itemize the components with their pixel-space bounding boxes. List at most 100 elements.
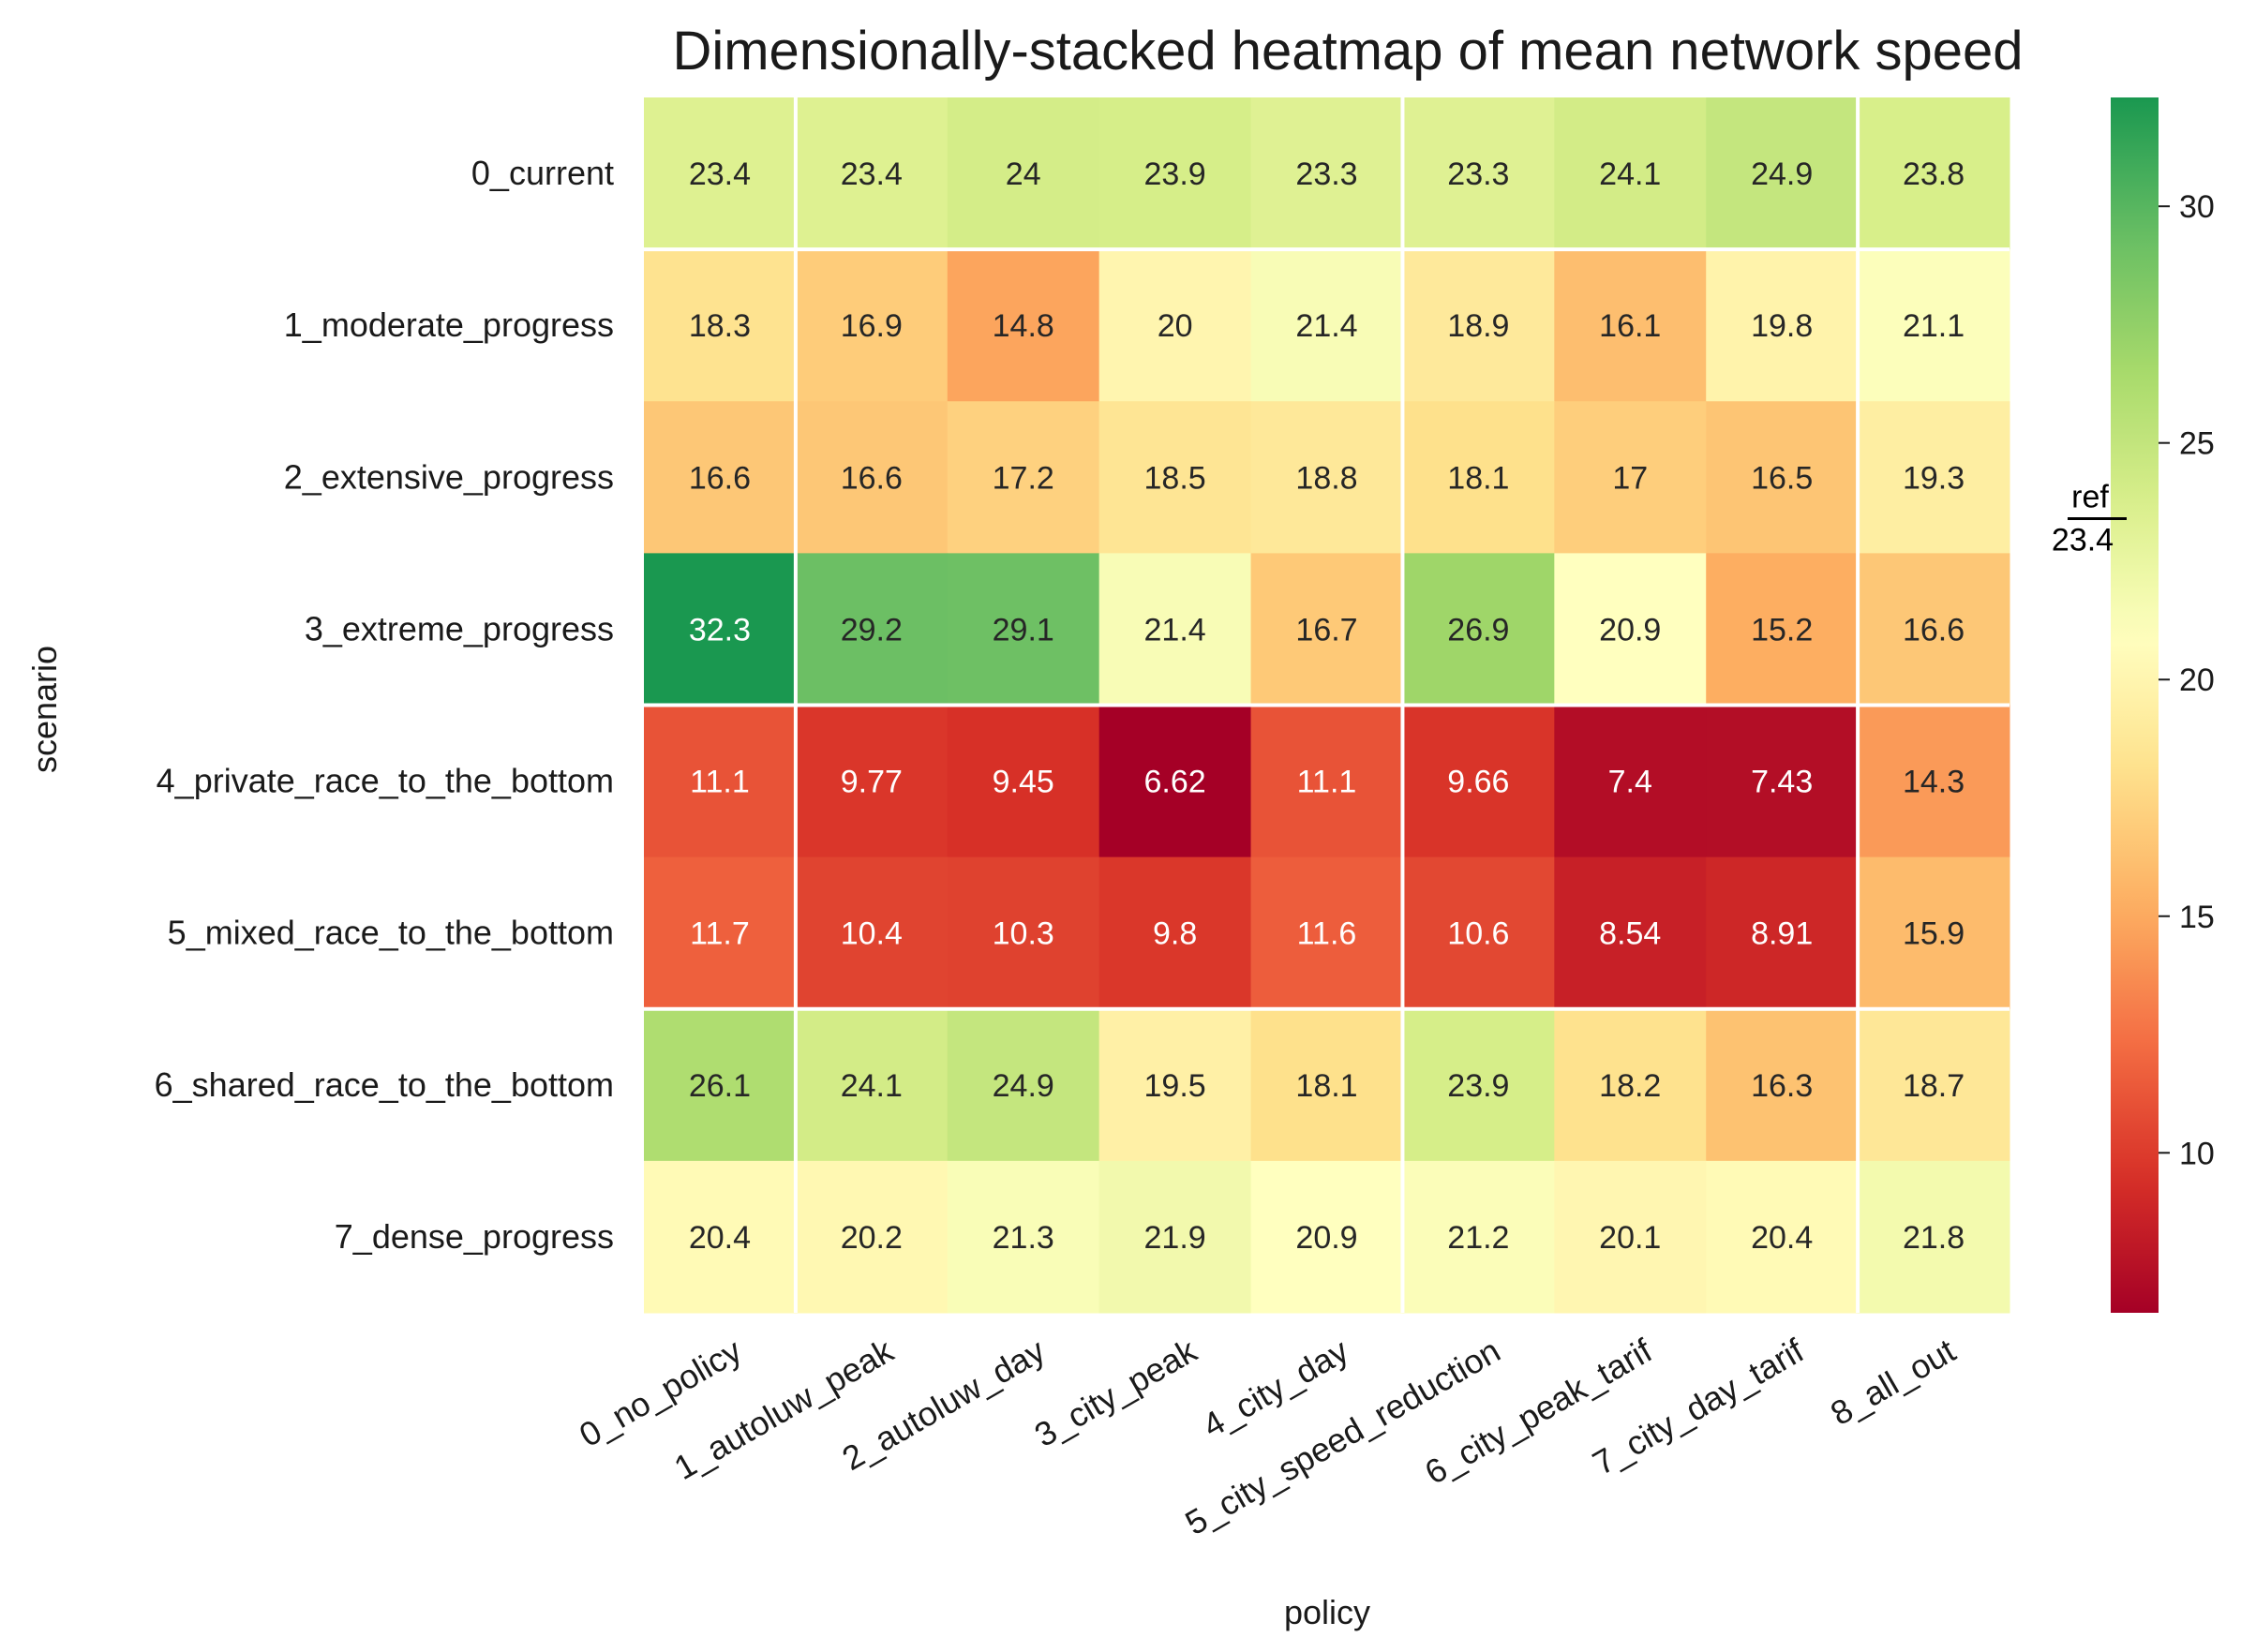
heatmap-cell-label: 16.3 [1751,1068,1813,1104]
heatmap-cell [1402,553,1555,706]
heatmap-cell-label: 20.1 [1599,1220,1661,1256]
group-dividers [644,97,2009,1313]
heatmap-cell [1706,1160,1859,1314]
colorbar-tick-label: 30 [2179,189,2215,225]
x-axis-tick-labels: 0_no_policy1_autoluw_peak2_autoluw_day3_… [573,1331,1962,1542]
heatmap-cell [1554,856,1707,1010]
heatmap-cell [1098,1160,1252,1314]
heatmap-cell [644,249,797,402]
heatmap-cell-label: 18.7 [1903,1068,1965,1104]
heatmap-cell-label: 24 [1006,156,1041,192]
x-tick-label: 3_city_peak [1028,1331,1204,1454]
heatmap-cell [1858,705,2010,858]
y-tick-label: 5_mixed_race_to_the_bottom [168,914,614,952]
heatmap-cell-label: 19.5 [1144,1068,1206,1104]
heatmap-cell [644,1160,797,1314]
heatmap-cell [795,401,949,554]
heatmap-cell-label: 18.3 [689,308,751,344]
heatmap-cell [1706,553,1859,706]
heatmap-cell [1250,1160,1403,1314]
heatmap-cell-label: 21.3 [993,1220,1054,1256]
y-axis-label: scenario [25,646,64,773]
heatmap-cell-label: 19.3 [1903,460,1965,496]
heatmap-cell-label: 21.8 [1903,1220,1965,1256]
heatmap-cell [947,553,1100,706]
colorbar-reference-label: ref [2071,480,2109,515]
heatmap-cell-label: 16.5 [1751,460,1813,496]
heatmap-cell-label: 10.6 [1447,916,1509,952]
colorbar-tick-label: 25 [2179,426,2215,462]
heatmap-cell [1858,856,2010,1010]
heatmap-cell [644,1008,797,1162]
heatmap-cell-label: 8.54 [1599,916,1661,952]
heatmap-cell-label: 29.1 [993,612,1054,647]
heatmap-cell-label: 23.4 [689,156,751,192]
x-axis-label: policy [1284,1593,1370,1631]
heatmap-cell [1706,705,1859,858]
heatmap-cell [1554,1160,1707,1314]
heatmap-cell [1250,705,1403,858]
heatmap-cell-label: 7.43 [1751,765,1813,800]
colorbar-tick-label: 15 [2179,900,2215,935]
heatmap-cell-label: 23.9 [1144,156,1206,192]
heatmap-cell-label: 24.9 [993,1068,1054,1104]
heatmap-cell-label: 23.8 [1903,156,1965,192]
colorbar-ticks: 10 15 20 25 30 [2159,189,2215,1171]
heatmap-cell [1554,1008,1707,1162]
heatmap-cell-label: 16.7 [1295,612,1357,647]
heatmap-cell-label: 21.1 [1903,308,1965,344]
heatmap-cell-label: 16.1 [1599,308,1661,344]
heatmap-cell-label: 17 [1612,460,1648,496]
heatmap-cell [1402,97,1555,250]
heatmap-cell-label: 15.2 [1751,612,1813,647]
heatmap-cell-label: 16.6 [689,460,751,496]
heatmap-cell [1554,97,1707,250]
heatmap-cell [1098,97,1252,250]
y-tick-label: 3_extreme_progress [305,609,614,647]
heatmap-cell-label: 21.2 [1447,1220,1509,1256]
heatmap-cell-label: 11.1 [1297,765,1357,800]
heatmap-cell [1706,856,1859,1010]
heatmap-cell [644,705,797,858]
heatmap-cell [644,553,797,706]
heatmap-cell [947,1160,1100,1314]
heatmap-cell-label: 24.1 [1599,156,1661,192]
heatmap-cell-label: 18.9 [1447,308,1509,344]
heatmap-cell [1402,249,1555,402]
heatmap-cell-label: 14.8 [993,308,1054,344]
heatmap-cell-label: 11.7 [690,916,750,952]
heatmap-cell [1706,249,1859,402]
heatmap-cell-label: 11.1 [690,765,750,800]
heatmap-cell-label: 26.9 [1447,612,1509,647]
heatmap-cell-label: 9.77 [841,765,903,800]
heatmap-cell [1098,553,1252,706]
heatmap-cell-label: 29.2 [841,612,903,647]
heatmap-cell [1402,1160,1555,1314]
heatmap-cell [1250,249,1403,402]
heatmap-cell [947,705,1100,858]
heatmap-cell [795,1008,949,1162]
y-tick-label: 7_dense_progress [335,1217,614,1256]
heatmap-cell-label: 7.4 [1608,765,1652,800]
heatmap-cell-label: 8.91 [1751,916,1813,952]
heatmap-cell-label: 16.6 [841,460,903,496]
heatmap-cell [1098,401,1252,554]
heatmap-cell-label: 11.6 [1297,916,1357,952]
heatmap-cell [1858,1160,2010,1314]
y-tick-label: 1_moderate_progress [284,305,614,344]
heatmap-cell [1250,553,1403,706]
heatmap-cell [1858,553,2010,706]
heatmap-cell [1858,97,2010,250]
x-tick-label: 8_all_out [1824,1331,1962,1433]
heatmap-cell-label: 20.4 [1751,1220,1813,1256]
heatmap-cell-label: 6.62 [1144,765,1206,800]
heatmap-cell-label: 15.9 [1903,916,1965,952]
heatmap-cell-label: 20.2 [841,1220,903,1256]
heatmap-cell [1402,856,1555,1010]
heatmap-cell [1402,401,1555,554]
heatmap-cells [644,97,2010,1314]
heatmap-cell [1098,705,1252,858]
heatmap-cell-labels: 23.4 23.4 24 23.9 23.3 23.3 24.1 24.9 23.8 18.3 16… [689,156,1965,1256]
heatmap-cell-label: 9.8 [1153,916,1197,952]
heatmap-cell [795,705,949,858]
